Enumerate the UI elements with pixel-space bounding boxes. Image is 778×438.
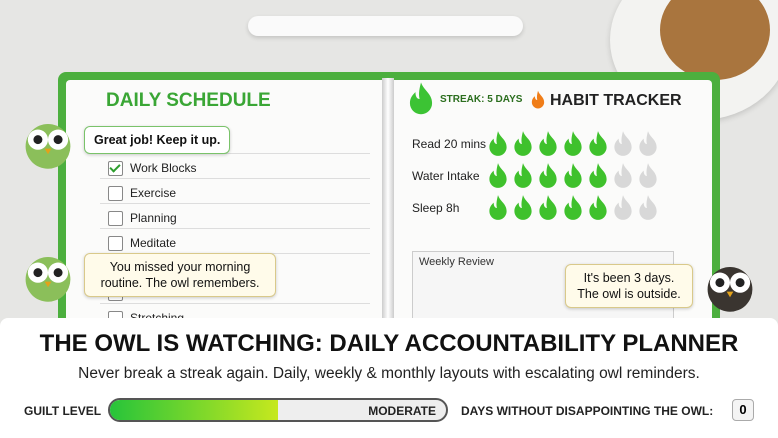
streak-text: STREAK: 5 DAYS xyxy=(440,93,523,105)
flame xyxy=(589,131,607,156)
rule xyxy=(100,303,370,304)
flame xyxy=(614,163,632,188)
flame xyxy=(489,195,507,220)
habit-name: Water Intake xyxy=(412,169,480,183)
flame xyxy=(639,131,657,156)
flame-icon xyxy=(409,82,433,115)
owl-bubble: You missed your morning routine. The owl… xyxy=(84,253,276,297)
flame xyxy=(514,195,532,220)
flame-row xyxy=(489,131,657,156)
flame-row xyxy=(489,195,657,220)
schedule-item: Exercise xyxy=(108,185,176,201)
owl-happy xyxy=(25,123,71,169)
banner-title: THE OWL IS WATCHING: DAILY ACCOUNTABILIT… xyxy=(39,330,739,357)
pen xyxy=(248,16,523,36)
owl-bubble: Great job! Keep it up. xyxy=(84,126,231,154)
schedule-item: Meditate xyxy=(108,235,176,251)
flame xyxy=(614,195,632,220)
rule xyxy=(100,228,370,229)
tracker-title: HABIT TRACKER xyxy=(550,92,682,109)
schedule-item: Work Blocks xyxy=(108,160,196,176)
flame xyxy=(539,163,557,188)
guilt-value: MODERATE xyxy=(368,404,436,418)
rule xyxy=(100,203,370,204)
guilt-fill xyxy=(110,400,278,420)
rule xyxy=(100,153,370,154)
flame xyxy=(564,131,582,156)
flame xyxy=(589,163,607,188)
coffee xyxy=(660,0,770,80)
guilt-label: GUILT LEVEL xyxy=(24,404,102,418)
banner-subtitle: Never break a streak again. Daily, weekl… xyxy=(78,365,700,382)
habit-name: Read 20 mins xyxy=(412,137,487,151)
schedule-title: DAILY SCHEDULE xyxy=(106,90,271,111)
flame xyxy=(539,195,557,220)
flame xyxy=(489,131,507,156)
spine xyxy=(382,78,394,330)
flame xyxy=(514,163,532,188)
flame xyxy=(589,195,607,220)
schedule-item: Planning xyxy=(108,210,177,226)
habit-name: Sleep 8h xyxy=(412,201,460,215)
guilt-bar: MODERATE xyxy=(108,398,448,422)
owl-bubble: It's been 3 days. The owl is outside. xyxy=(565,264,693,308)
rule xyxy=(100,178,370,179)
flame xyxy=(539,131,557,156)
flame xyxy=(564,163,582,188)
flame xyxy=(639,195,657,220)
owl-stern xyxy=(25,256,71,302)
flame-icon xyxy=(531,90,545,109)
flame xyxy=(614,131,632,156)
flame xyxy=(564,195,582,220)
days-label: DAYS WITHOUT DISAPPOINTING THE OWL: xyxy=(461,404,714,418)
flame xyxy=(489,163,507,188)
owl-dark xyxy=(707,266,753,312)
flame xyxy=(639,163,657,188)
streak-badge: STREAK: 5 DAYS xyxy=(406,80,522,118)
days-value: 0 xyxy=(732,399,754,421)
weekly-review-label: Weekly Review xyxy=(419,256,494,268)
flame xyxy=(514,131,532,156)
flame-row xyxy=(489,163,657,188)
